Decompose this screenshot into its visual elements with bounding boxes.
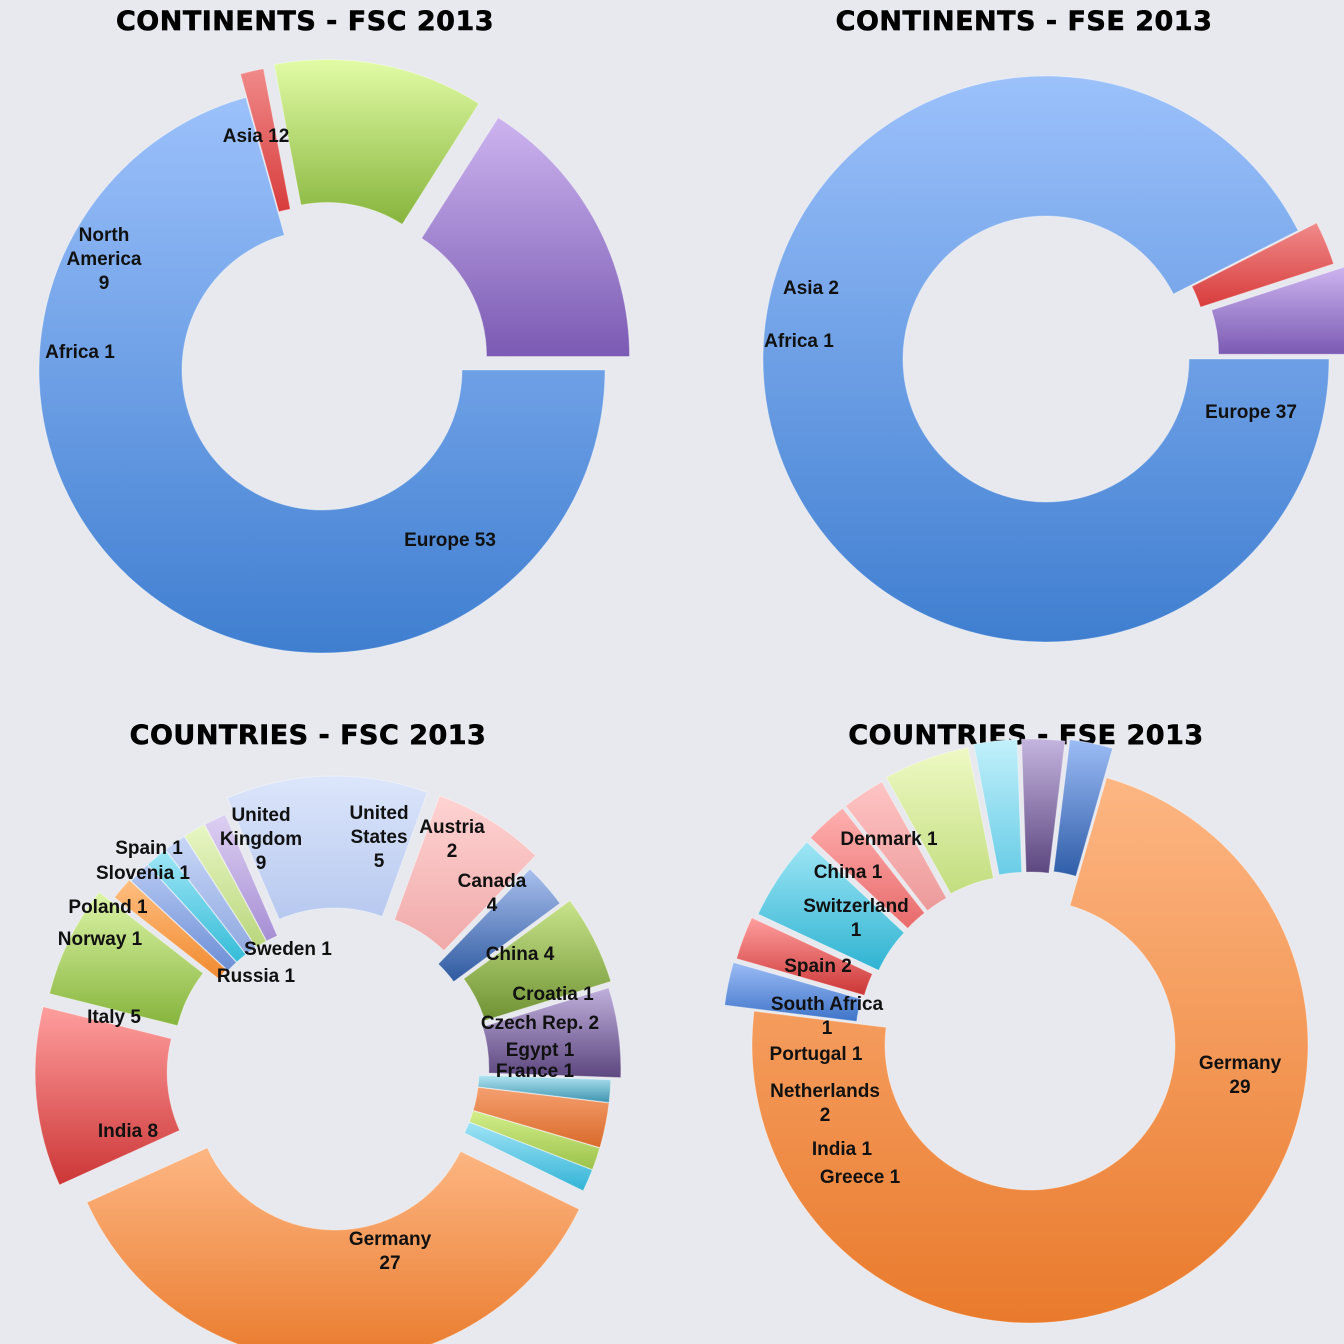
- slice-label-china-4: China 4: [486, 944, 555, 965]
- slice-spain-1: [204, 813, 278, 942]
- slice-label-poland-1: Poland 1: [68, 897, 148, 918]
- slice-croatia-1: [477, 1074, 612, 1104]
- slice-poland-1: [164, 835, 257, 955]
- slice-label-india-1: India 1: [812, 1139, 873, 1160]
- slice-label-egypt-1: Egypt 1: [506, 1040, 575, 1061]
- slice-label-austria-2: Austria 2: [419, 817, 485, 862]
- slice-china-4: [481, 987, 622, 1079]
- slice-africa-1: [1191, 222, 1335, 308]
- chart-title-continents-fsc: CONTINENTS - FSC 2013: [115, 6, 495, 38]
- slice-portugal-1: [809, 807, 926, 930]
- slice-czech-rep-2: [472, 1086, 610, 1149]
- slice-label-france-1: France 1: [496, 1061, 575, 1082]
- slice-label-africa-1: Africa 1: [45, 342, 115, 363]
- slice-norway-1: [113, 879, 227, 980]
- slice-greece-1: [724, 961, 862, 1022]
- slice-russia-1: [130, 864, 238, 972]
- slice-label-italy-5: Italy 5: [87, 1007, 141, 1028]
- slice-netherlands-2: [757, 841, 905, 971]
- slice-india-1: [735, 917, 874, 996]
- slice-label-portugal-1: Portugal 1: [770, 1044, 863, 1065]
- donut-chart-continents-fsc-2013: Europe 53 Africa 1 North America 9 Asia 12: [38, 58, 631, 654]
- slice-asia-2: [1211, 266, 1344, 355]
- slice-label-asia-12: Asia 12: [223, 126, 290, 147]
- slice-denmark-1: [1053, 739, 1114, 877]
- donut-chart-continents-fse-2013: Europe 37 Africa 1 Asia 2: [762, 75, 1344, 643]
- slice-canada-4: [463, 899, 612, 1022]
- slice-label-africa-1: Africa 1: [764, 331, 834, 352]
- slice-label-russia-1: Russia 1: [217, 966, 296, 987]
- slice-label-greece-1: Greece 1: [820, 1167, 901, 1188]
- slice-label-india-8: India 8: [98, 1121, 158, 1142]
- slice-germany-27: [86, 1147, 580, 1344]
- slice-austria-2: [437, 868, 561, 983]
- slice-asia-12: [420, 116, 631, 357]
- slice-label-europe-53: Europe 53: [404, 530, 496, 551]
- slice-label-slovenia-1: Slovenia 1: [96, 863, 190, 884]
- slice-egypt-1: [468, 1110, 601, 1171]
- slice-spain-2: [885, 747, 995, 895]
- slice-label-united-states-5: United States 5: [349, 803, 408, 872]
- slice-north-america-9: [273, 58, 480, 225]
- slice-label-czech-rep-2: Czech Rep. 2: [481, 1013, 599, 1034]
- donut-chart-countries-fse-2013: Germany 29 Greece 1 India 1 Netherlands 2 Port…: [724, 738, 1309, 1324]
- slice-india-8: [34, 1006, 181, 1186]
- slice-label-croatia-1: Croatia 1: [512, 984, 594, 1005]
- slice-south-africa-1: [844, 781, 948, 912]
- slice-label-switzerland-1: Switzerland 1: [803, 896, 909, 941]
- slice-label-china-1: China 1: [814, 862, 883, 883]
- slice-germany-29: [751, 777, 1309, 1324]
- slice-label-netherlands-2: Netherlands 2: [770, 1081, 880, 1126]
- slice-label-spain-1: Spain 1: [115, 838, 183, 859]
- chart-title-continents-fse: CONTINENTS - FSE 2013: [835, 6, 1213, 38]
- slice-label-norway-1: Norway 1: [58, 929, 143, 950]
- chart-title-countries-fsc: COUNTRIES - FSC 2013: [129, 720, 487, 752]
- slice-label-spain-2: Spain 2: [784, 956, 852, 977]
- slice-label-denmark-1: Denmark 1: [840, 829, 938, 850]
- slice-africa-1: [239, 68, 291, 213]
- slice-label-europe-37: Europe 37: [1205, 402, 1297, 423]
- slice-label-canada-4: Canada 4: [458, 871, 527, 916]
- slice-slovenia-1: [183, 824, 267, 948]
- slice-united-states-5: [393, 795, 537, 952]
- slice-italy-5: [48, 891, 204, 1027]
- slice-label-north-america-9: North America 9: [67, 225, 142, 294]
- slice-china-1: [1021, 738, 1066, 874]
- slice-label-sweden-1: Sweden 1: [244, 939, 332, 960]
- slice-sweden-1: [147, 849, 247, 963]
- slice-switzerland-1: [973, 738, 1023, 876]
- slice-united-kingdom-9: [226, 775, 429, 920]
- slice-france-1: [463, 1121, 593, 1192]
- donut-chart-countries-fsc-2013: Germany 27 India 8 Italy 5 Norway 1 Russia 1 S…: [34, 775, 622, 1344]
- slice-europe-37: [762, 75, 1330, 643]
- slice-label-germany-27: Germany 27: [349, 1229, 432, 1274]
- slice-label-united-kingdom-9: United Kingdom 9: [220, 805, 302, 874]
- slice-label-asia-2: Asia 2: [783, 278, 839, 299]
- slice-label-germany-29: Germany 29: [1199, 1053, 1282, 1098]
- slice-label-south-africa-1: South Africa 1: [771, 994, 884, 1039]
- slice-europe-53: [38, 96, 606, 654]
